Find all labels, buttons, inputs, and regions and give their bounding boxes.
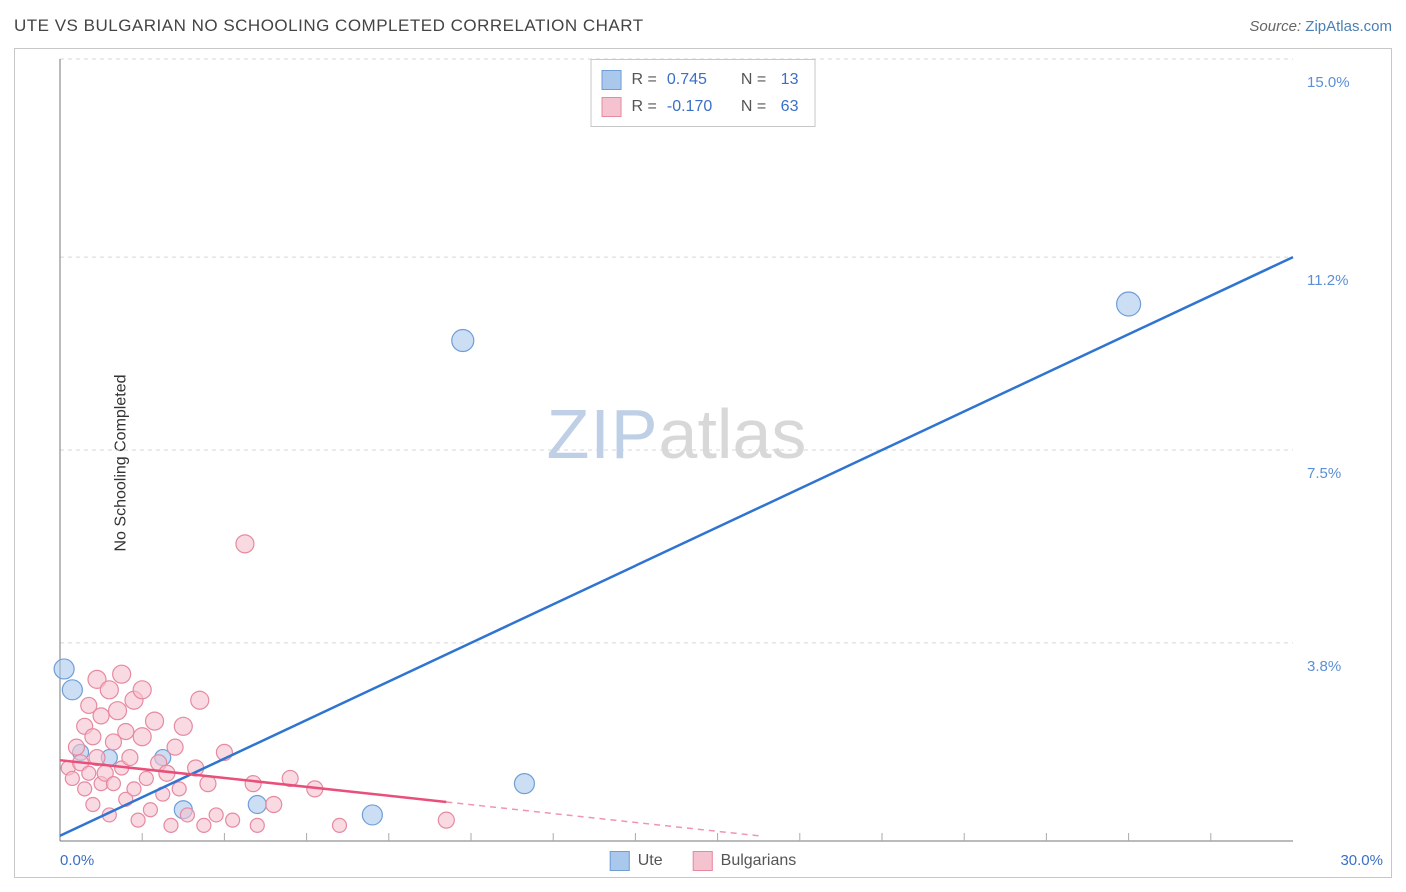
scatter-point (106, 777, 120, 791)
scatter-point (85, 729, 101, 745)
scatter-point (1117, 292, 1141, 316)
scatter-point (65, 771, 79, 785)
scatter-point (62, 680, 82, 700)
header: UTE VS BULGARIAN NO SCHOOLING COMPLETED … (14, 16, 1392, 36)
scatter-point (197, 818, 211, 832)
correlation-legend: R = 0.745 N = 13 R = -0.170 N = 63 (591, 59, 816, 127)
scatter-point (131, 813, 145, 827)
n-value: 13 (776, 66, 798, 93)
scatter-point (362, 805, 382, 825)
r-value: 0.745 (667, 66, 721, 93)
scatter-point (332, 818, 346, 832)
r-label: R = (632, 66, 657, 93)
legend-swatch (602, 70, 622, 90)
scatter-point (191, 691, 209, 709)
scatter-point (143, 803, 157, 817)
series-legend: Ute Bulgarians (610, 851, 797, 871)
scatter-point (245, 776, 261, 792)
scatter-point (100, 681, 118, 699)
scatter-point (266, 797, 282, 813)
scatter-point (146, 712, 164, 730)
chart-title: UTE VS BULGARIAN NO SCHOOLING COMPLETED … (14, 16, 644, 36)
scatter-point (109, 702, 127, 720)
scatter-point (122, 750, 138, 766)
x-min-label: 0.0% (60, 852, 94, 869)
scatter-point (452, 330, 474, 352)
scatter-point (174, 717, 192, 735)
scatter-point (78, 782, 92, 796)
legend-row: R = 0.745 N = 13 (602, 66, 799, 93)
scatter-point (209, 808, 223, 822)
scatter-point (248, 796, 266, 814)
scatter-point (86, 798, 100, 812)
scatter-point (139, 771, 153, 785)
y-tick-label: 3.8% (1307, 658, 1341, 675)
scatter-point (180, 808, 194, 822)
r-label: R = (632, 93, 657, 120)
y-tick-label: 7.5% (1307, 465, 1341, 482)
scatter-point (250, 818, 264, 832)
y-tick-label: 11.2% (1307, 272, 1348, 289)
legend-swatch (693, 851, 713, 871)
scatter-point (133, 728, 151, 746)
plot-area: ZIPatlas 3.8%7.5%11.2%15.0%0.0%30.0% (60, 59, 1293, 841)
source-link[interactable]: ZipAtlas.com (1305, 18, 1392, 35)
legend-row: R = -0.170 N = 63 (602, 93, 799, 120)
scatter-point (514, 774, 534, 794)
legend-label: Ute (638, 852, 663, 870)
scatter-point (438, 812, 454, 828)
source-attribution: Source: ZipAtlas.com (1249, 18, 1392, 35)
n-value: 63 (776, 93, 798, 120)
source-label: Source: (1249, 18, 1301, 35)
scatter-point (93, 708, 109, 724)
scatter-point (133, 681, 151, 699)
legend-swatch (610, 851, 630, 871)
scatter-point (172, 782, 186, 796)
trend-line-extrapolated (446, 802, 758, 836)
x-max-label: 30.0% (1340, 852, 1383, 869)
scatter-point (68, 739, 84, 755)
scatter-plot: 3.8%7.5%11.2%15.0%0.0%30.0% (60, 59, 1293, 841)
scatter-point (127, 782, 141, 796)
chart-container: No Schooling Completed ZIPatlas 3.8%7.5%… (14, 48, 1392, 878)
n-label: N = (741, 66, 766, 93)
legend-item: Ute (610, 851, 663, 871)
y-tick-label: 15.0% (1307, 74, 1350, 91)
scatter-point (113, 665, 131, 683)
r-value: -0.170 (667, 93, 721, 120)
scatter-point (54, 659, 74, 679)
legend-label: Bulgarians (721, 852, 797, 870)
scatter-point (164, 818, 178, 832)
scatter-point (236, 535, 254, 553)
n-label: N = (741, 93, 766, 120)
scatter-point (167, 739, 183, 755)
scatter-point (118, 724, 134, 740)
scatter-point (226, 813, 240, 827)
scatter-point (82, 766, 96, 780)
legend-item: Bulgarians (693, 851, 797, 871)
legend-swatch (602, 97, 622, 117)
